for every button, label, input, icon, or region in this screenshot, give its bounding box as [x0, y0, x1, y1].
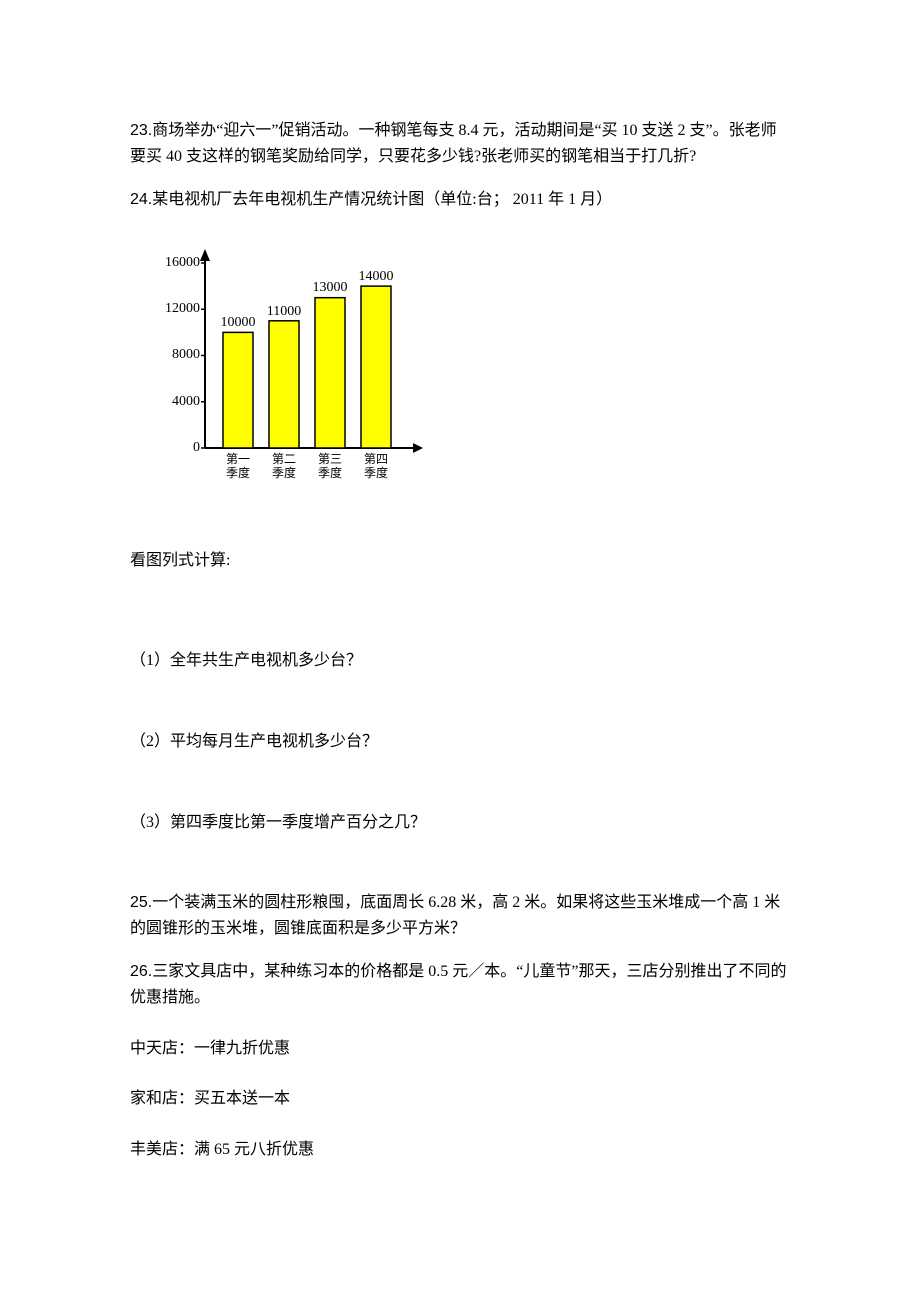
- sub-question-1: （1）全年共生产电视机多少台？: [130, 648, 790, 674]
- sub-question-2: （2）平均每月生产电视机多少台？: [130, 729, 790, 755]
- y-tick-label: 12000: [165, 298, 200, 320]
- chart-caption: 看图列式计算:: [130, 548, 790, 574]
- y-tick-label: 0: [193, 437, 200, 459]
- question-text: 一个装满玉米的圆柱形粮囤，底面周长 6.28 米，高 2 米。如果将这些玉米堆成…: [130, 894, 780, 937]
- x-category-label: 第一季度: [220, 452, 256, 481]
- y-tick-label: 8000: [172, 344, 200, 366]
- bar-chart: 0 4000 8000 12000 16000 10000 第一季度 11000 第二季度 130…: [130, 248, 430, 498]
- store-option-3: 丰美店：满 65 元八折优惠: [130, 1137, 790, 1163]
- y-tick-label: 4000: [172, 390, 200, 412]
- store-option-1: 中天店：一律九折优惠: [130, 1036, 790, 1062]
- question-text: 商场举办“迎六一”促销活动。一种钢笔每支 8.4 元，活动期间是“买 10 支送…: [130, 122, 777, 165]
- x-category-label: 第二季度: [266, 452, 302, 481]
- question-number: 23.: [130, 122, 152, 139]
- question-text: 某电视机厂去年电视机生产情况统计图（单位:台； 2011 年 1 月）: [152, 191, 612, 208]
- question-number: 25.: [130, 894, 152, 911]
- store-option-2: 家和店：买五本送一本: [130, 1086, 790, 1112]
- question-number: 26.: [130, 963, 152, 980]
- bar-value-label: 11000: [267, 301, 301, 323]
- document-page: 23.商场举办“迎六一”促销活动。一种钢笔每支 8.4 元，活动期间是“买 10…: [0, 0, 920, 1267]
- question-26: 26.三家文具店中，某种练习本的价格都是 0.5 元／本。“儿童节”那天，三店分…: [130, 959, 790, 1010]
- question-text: 三家文具店中，某种练习本的价格都是 0.5 元／本。“儿童节”那天，三店分别推出…: [130, 963, 786, 1006]
- bar-value-label: 14000: [359, 266, 394, 288]
- question-24: 24.某电视机厂去年电视机生产情况统计图（单位:台； 2011 年 1 月）: [130, 187, 790, 213]
- x-category-label: 第三季度: [312, 452, 348, 481]
- question-23: 23.商场举办“迎六一”促销活动。一种钢笔每支 8.4 元，活动期间是“买 10…: [130, 118, 790, 169]
- y-tick-label: 16000: [165, 252, 200, 274]
- sub-question-3: （3）第四季度比第一季度增产百分之几？: [130, 810, 790, 836]
- question-25: 25.一个装满玉米的圆柱形粮囤，底面周长 6.28 米，高 2 米。如果将这些玉…: [130, 890, 790, 941]
- x-category-label: 第四季度: [358, 452, 394, 481]
- bar-value-label: 10000: [221, 312, 256, 334]
- bar-value-label: 13000: [313, 277, 348, 299]
- question-number: 24.: [130, 191, 152, 208]
